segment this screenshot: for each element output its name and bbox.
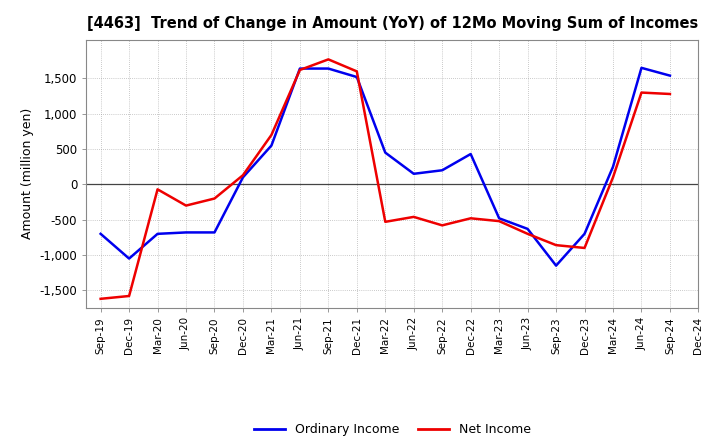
Ordinary Income bbox=[238, 175, 247, 180]
Net Income bbox=[381, 219, 390, 224]
Ordinary Income bbox=[523, 226, 532, 231]
Ordinary Income bbox=[637, 65, 646, 70]
Net Income bbox=[353, 69, 361, 74]
Ordinary Income bbox=[296, 66, 305, 71]
Legend: Ordinary Income, Net Income: Ordinary Income, Net Income bbox=[248, 418, 536, 440]
Ordinary Income bbox=[153, 231, 162, 236]
Net Income bbox=[153, 187, 162, 192]
Ordinary Income bbox=[467, 151, 475, 157]
Net Income bbox=[296, 67, 305, 73]
Ordinary Income bbox=[181, 230, 190, 235]
Ordinary Income bbox=[438, 168, 446, 173]
Ordinary Income bbox=[96, 231, 105, 236]
Net Income bbox=[410, 214, 418, 220]
Net Income bbox=[580, 246, 589, 251]
Net Income bbox=[181, 203, 190, 208]
Net Income bbox=[467, 216, 475, 221]
Net Income bbox=[267, 132, 276, 138]
Y-axis label: Amount (million yen): Amount (million yen) bbox=[21, 108, 34, 239]
Ordinary Income bbox=[125, 256, 133, 261]
Net Income bbox=[438, 223, 446, 228]
Ordinary Income bbox=[580, 231, 589, 236]
Ordinary Income bbox=[267, 143, 276, 148]
Ordinary Income bbox=[665, 73, 674, 78]
Net Income bbox=[552, 242, 560, 248]
Net Income bbox=[495, 219, 503, 224]
Title: [4463]  Trend of Change in Amount (YoY) of 12Mo Moving Sum of Incomes: [4463] Trend of Change in Amount (YoY) o… bbox=[87, 16, 698, 32]
Ordinary Income bbox=[324, 66, 333, 71]
Ordinary Income bbox=[552, 263, 560, 268]
Ordinary Income bbox=[210, 230, 219, 235]
Net Income bbox=[665, 92, 674, 97]
Net Income bbox=[96, 296, 105, 301]
Ordinary Income bbox=[410, 171, 418, 176]
Line: Net Income: Net Income bbox=[101, 59, 670, 299]
Ordinary Income bbox=[353, 74, 361, 80]
Ordinary Income bbox=[381, 150, 390, 155]
Net Income bbox=[324, 57, 333, 62]
Net Income bbox=[238, 172, 247, 178]
Net Income bbox=[637, 90, 646, 95]
Net Income bbox=[210, 196, 219, 201]
Net Income bbox=[608, 175, 617, 180]
Net Income bbox=[125, 293, 133, 299]
Ordinary Income bbox=[608, 164, 617, 169]
Net Income bbox=[523, 231, 532, 236]
Ordinary Income bbox=[495, 216, 503, 221]
Line: Ordinary Income: Ordinary Income bbox=[101, 68, 670, 266]
